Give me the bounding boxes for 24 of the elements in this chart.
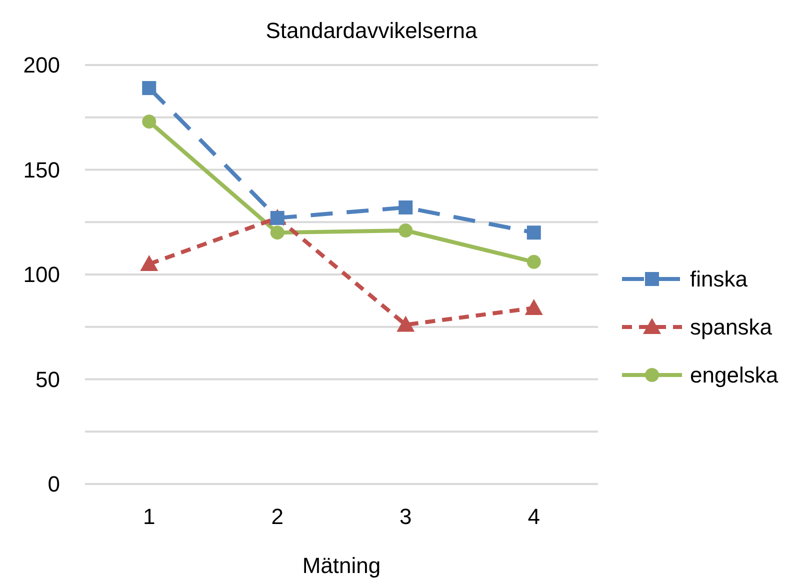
legend-label: finska xyxy=(690,266,748,292)
chart-title: Standardavvikelserna xyxy=(266,18,478,43)
legend-label: spanska xyxy=(690,314,773,340)
point xyxy=(270,226,284,240)
point xyxy=(398,200,413,214)
point xyxy=(526,254,541,269)
point xyxy=(396,316,415,332)
point xyxy=(526,226,541,240)
legend-label: engelska xyxy=(690,362,779,388)
y-tick-label: 0 xyxy=(48,472,60,497)
point xyxy=(524,299,543,316)
x-tick-label: 3 xyxy=(400,504,412,529)
x-tick-label: 1 xyxy=(143,504,156,529)
y-tick-label: 100 xyxy=(23,262,60,288)
point xyxy=(142,114,156,129)
y-tick-label: 150 xyxy=(23,157,60,182)
x-tick-label: 4 xyxy=(528,504,540,529)
point xyxy=(398,224,413,238)
x-tick-label: 2 xyxy=(271,504,284,529)
x-axis-title: Mätning xyxy=(302,553,381,578)
y-tick-label: 200 xyxy=(23,52,60,78)
point xyxy=(140,255,158,272)
y-tick-label: 50 xyxy=(36,366,60,392)
point xyxy=(142,81,156,96)
